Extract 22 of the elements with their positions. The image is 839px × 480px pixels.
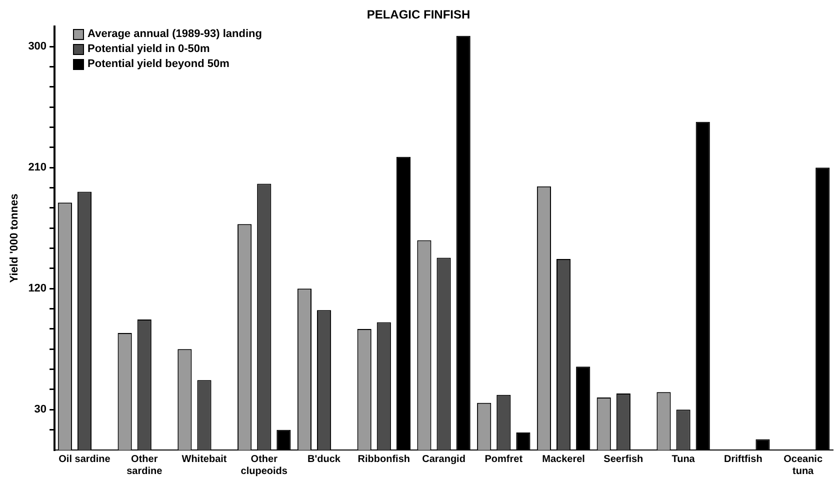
legend-label: Potential yield beyond 50m xyxy=(88,58,230,70)
x-tick-label: Whitebait xyxy=(182,454,228,465)
x-tick-label: Driftfish xyxy=(724,454,762,465)
y-tick-label: 30 xyxy=(34,404,47,416)
x-tick-label: Oceanic tuna xyxy=(784,454,823,477)
x-tick-label: Seerfish xyxy=(604,454,644,465)
legend-label: Average annual (1989-93) landing xyxy=(88,28,262,40)
x-tick-label: Mackerel xyxy=(542,454,586,465)
x-tick-label: B'duck xyxy=(308,454,341,465)
x-tick-label: Other sardine xyxy=(126,454,163,477)
legend-label: Potential yield in 0-50m xyxy=(88,43,210,56)
x-tick-label: Ribbonfish xyxy=(358,454,410,465)
x-tick-label: Pomfret xyxy=(484,454,524,465)
y-tick-label: 120 xyxy=(28,282,47,295)
chart-title: PELAGIC FINFISH xyxy=(366,8,470,22)
y-axis-title: Yield '000 tonnes xyxy=(8,194,21,283)
x-tick-label: Other clupeoids xyxy=(240,454,288,477)
y-tick-label: 210 xyxy=(28,162,47,174)
x-tick-label: Carangid xyxy=(422,454,466,465)
y-tick-label: 300 xyxy=(28,40,47,53)
x-tick-label: Tuna xyxy=(672,454,696,465)
x-tick-label: Oil sardine xyxy=(58,454,111,465)
